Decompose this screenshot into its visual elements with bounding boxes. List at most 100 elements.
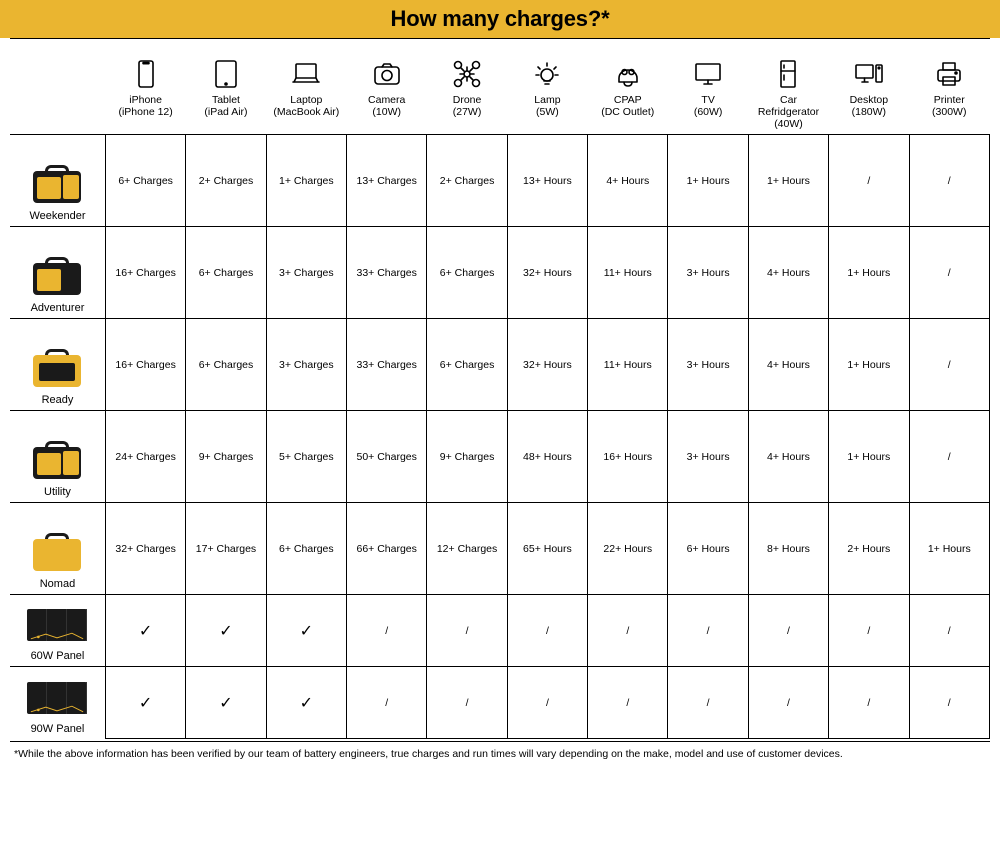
cell-utility-laptop: 5+ Charges (266, 411, 346, 503)
cell-ready-camera: 33+ Charges (347, 319, 427, 411)
table-row: 90W Panel ✓✓✓//////// (10, 667, 990, 739)
cell-weekender-cpap: 4+ Hours (588, 135, 668, 227)
cell-nomad-fridge: 8+ Hours (748, 503, 828, 595)
camera-icon (370, 81, 404, 93)
cell-utility-iphone: 24+ Charges (105, 411, 185, 503)
product-panel60: 60W Panel (10, 595, 105, 667)
cell-panel90-cpap: / (588, 667, 668, 739)
cell-weekender-fridge: 1+ Hours (748, 135, 828, 227)
cell-nomad-laptop: 6+ Charges (266, 503, 346, 595)
cell-adventurer-drone: 6+ Charges (427, 227, 507, 319)
cell-utility-fridge: 4+ Hours (748, 411, 828, 503)
cell-panel60-tablet: ✓ (186, 595, 266, 667)
device-label-desktop: Desktop (180W) (829, 93, 909, 135)
cell-weekender-iphone: 6+ Charges (105, 135, 185, 227)
table-row: 60W Panel ✓✓✓//////// (10, 595, 990, 667)
table-row: Ready 16+ Charges6+ Charges3+ Charges33+… (10, 319, 990, 411)
cell-panel60-cpap: / (588, 595, 668, 667)
cell-weekender-tv: 1+ Hours (668, 135, 748, 227)
cell-ready-iphone: 16+ Charges (105, 319, 185, 411)
cell-weekender-drone: 2+ Charges (427, 135, 507, 227)
device-icon-iphone (105, 39, 185, 93)
product-utility: Utility (10, 411, 105, 503)
device-label-cpap: CPAP (DC Outlet) (588, 93, 668, 135)
comparison-sheet: iPhone (iPhone 12) Tablet (iPad Air) Lap… (0, 38, 1000, 760)
cell-panel60-fridge: / (748, 595, 828, 667)
cell-ready-desktop: 1+ Hours (829, 319, 909, 411)
cell-panel90-tablet: ✓ (186, 667, 266, 739)
cell-nomad-lamp: 65+ Hours (507, 503, 587, 595)
table-row: Adventurer 16+ Charges6+ Charges3+ Charg… (10, 227, 990, 319)
device-icon-camera (347, 39, 427, 93)
device-label-lamp: Lamp (5W) (507, 93, 587, 135)
cell-ready-tv: 3+ Hours (668, 319, 748, 411)
cell-adventurer-lamp: 32+ Hours (507, 227, 587, 319)
table-row: Weekender 6+ Charges 2+ Charges 1+ Charges… (10, 135, 990, 227)
comparison-table: iPhone (iPhone 12) Tablet (iPad Air) Lap… (10, 38, 990, 739)
cell-adventurer-tablet: 6+ Charges (186, 227, 266, 319)
cell-panel60-desktop: / (829, 595, 909, 667)
cell-panel90-printer: / (909, 667, 989, 739)
cell-utility-printer: / (909, 411, 989, 503)
cell-panel90-drone: / (427, 667, 507, 739)
cell-panel60-laptop: ✓ (266, 595, 346, 667)
cell-adventurer-iphone: 16+ Charges (105, 227, 185, 319)
device-label-fridge: Car Refridgerator (40W) (748, 93, 828, 135)
device-label-drone: Drone (27W) (427, 93, 507, 135)
cell-utility-lamp: 48+ Hours (507, 411, 587, 503)
cell-panel60-iphone: ✓ (105, 595, 185, 667)
device-label-camera: Camera (10W) (347, 93, 427, 135)
cell-ready-lamp: 32+ Hours (507, 319, 587, 411)
power-station-icon (31, 535, 83, 571)
device-icon-drone (427, 39, 507, 93)
product-weekender: Weekender (10, 135, 105, 227)
tablet-icon (209, 81, 243, 93)
power-station-icon (31, 259, 83, 295)
device-icon-lamp (507, 39, 587, 93)
cell-nomad-iphone: 32+ Charges (105, 503, 185, 595)
device-label-printer: Printer (300W) (909, 93, 989, 135)
cell-weekender-laptop: 1+ Charges (266, 135, 346, 227)
cell-panel60-drone: / (427, 595, 507, 667)
device-icon-printer (909, 39, 989, 93)
table-row: Utility 24+ Charges9+ Charges5+ Charges5… (10, 411, 990, 503)
drone-icon (450, 81, 484, 93)
page-title: How many charges?* (0, 0, 1000, 38)
cell-weekender-lamp: 13+ Hours (507, 135, 587, 227)
product-panel90: 90W Panel (10, 667, 105, 739)
lamp-icon (530, 81, 564, 93)
cell-panel60-camera: / (347, 595, 427, 667)
cpap-icon (611, 81, 645, 93)
cell-utility-desktop: 1+ Hours (829, 411, 909, 503)
table-row: Nomad 32+ Charges17+ Charges6+ Charges66… (10, 503, 990, 595)
phone-icon (129, 81, 163, 93)
cell-weekender-camera: 13+ Charges (347, 135, 427, 227)
product-nomad: Nomad (10, 503, 105, 595)
cell-utility-drone: 9+ Charges (427, 411, 507, 503)
desktop-icon (852, 81, 886, 93)
device-label-laptop: Laptop (MacBook Air) (266, 93, 346, 135)
cell-adventurer-tv: 3+ Hours (668, 227, 748, 319)
cell-weekender-desktop: / (829, 135, 909, 227)
cell-ready-cpap: 11+ Hours (588, 319, 668, 411)
device-icon-fridge (748, 39, 828, 93)
footnote: *While the above information has been ve… (10, 741, 990, 760)
device-icon-tv (668, 39, 748, 93)
cell-panel90-fridge: / (748, 667, 828, 739)
laptop-icon (289, 81, 323, 93)
cell-panel60-tv: / (668, 595, 748, 667)
power-station-icon (31, 167, 83, 203)
cell-panel60-printer: / (909, 595, 989, 667)
cell-panel90-iphone: ✓ (105, 667, 185, 739)
device-icon-desktop (829, 39, 909, 93)
tv-icon (691, 81, 725, 93)
power-station-icon (31, 443, 83, 479)
printer-icon (932, 81, 966, 93)
cell-ready-laptop: 3+ Charges (266, 319, 346, 411)
cell-adventurer-fridge: 4+ Hours (748, 227, 828, 319)
solar-panel-icon (27, 609, 87, 641)
power-station-icon (31, 351, 83, 387)
cell-adventurer-cpap: 11+ Hours (588, 227, 668, 319)
cell-panel90-laptop: ✓ (266, 667, 346, 739)
cell-panel90-camera: / (347, 667, 427, 739)
